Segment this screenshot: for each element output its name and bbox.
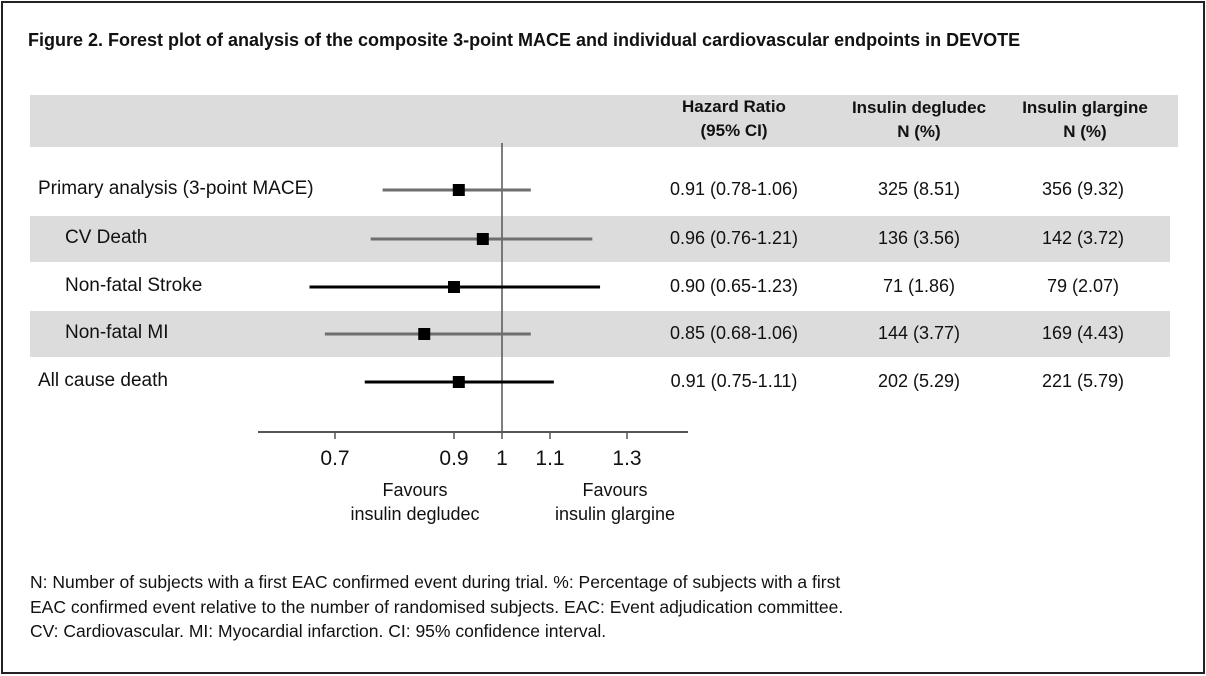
row-band [30,311,1170,357]
hr-ci-value: 0.90 (0.65-1.23) [669,276,799,296]
x-tick-label: 1 [496,447,508,470]
x-tick-label: 1.3 [612,447,642,470]
header-hr-line2: (95% CI) [700,121,768,140]
glargine-value: 356 (9.32) [1041,179,1125,199]
glargine-value: 169 (4.43) [1041,323,1125,343]
header-hazard-ratio: Hazard Ratio (95% CI) [634,95,834,143]
degludec-value: 325 (8.51) [877,179,961,199]
header-glargine-line1: Insulin glargine [1022,98,1148,117]
hr-ci-value: 0.96 (0.76-1.21) [669,228,799,248]
degludec-value: 144 (3.77) [877,323,961,343]
degludec-value: 202 (5.29) [877,371,961,391]
footnote-line: CV: Cardiovascular. MI: Myocardial infar… [30,621,607,641]
favours-left-label: Favours insulin degludec [315,478,515,526]
glargine-value: 221 (5.79) [1041,371,1125,391]
degludec-value: 71 (1.86) [882,276,956,296]
figure-title: Figure 2. Forest plot of analysis of the… [28,30,1021,50]
hr-point-marker [452,184,465,196]
row-label: Non-fatal Stroke [65,275,203,296]
hr-point-marker [418,328,431,340]
favours-right-line1: Favours [582,480,648,500]
row-label: All cause death [38,370,168,391]
favours-left-line2: insulin degludec [350,504,480,524]
x-tick-label: 1.1 [535,447,565,470]
header-glargine-line2: N (%) [1063,122,1107,141]
row-label: Primary analysis (3-point MACE) [38,178,314,199]
glargine-value: 79 (2.07) [1046,276,1120,296]
hr-ci-value: 0.91 (0.75-1.11) [670,371,798,391]
hr-point-marker [448,281,460,293]
header-hr-line1: Hazard Ratio [682,97,786,116]
row-band [30,216,1170,262]
footnote-line: EAC confirmed event relative to the numb… [30,596,844,617]
glargine-value: 142 (3.72) [1041,228,1125,248]
hr-ci-value: 0.91 (0.78-1.06) [669,179,799,199]
header-degludec-line1: Insulin degludec [851,98,987,117]
header-degludec: Insulin degludec N (%) [819,96,1019,144]
hr-point-marker [476,233,489,245]
row-label: Non-fatal MI [65,322,169,343]
row-label: CV Death [65,227,148,248]
x-tick-label: 0.9 [439,447,469,470]
favours-right-label: Favours insulin glargine [515,478,715,526]
hr-ci-value: 0.85 (0.68-1.06) [669,323,799,343]
x-tick-label: 0.7 [320,447,350,470]
table-header-band [30,95,1178,147]
degludec-value: 136 (3.56) [877,228,961,248]
footnote: N: Number of subjects with a first EAC c… [30,570,843,644]
hr-point-marker [452,376,465,388]
header-degludec-line2: N (%) [897,122,941,141]
header-glargine: Insulin glargine N (%) [985,96,1185,144]
favours-left-line1: Favours [382,480,448,500]
footnote-line: N: Number of subjects with a first EAC c… [30,572,841,592]
favours-right-line2: insulin glargine [554,504,676,524]
